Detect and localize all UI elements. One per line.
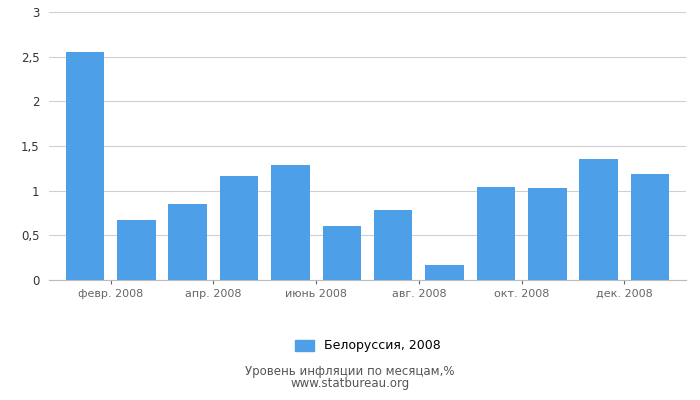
Bar: [66, 52, 104, 280]
Bar: [169, 204, 207, 280]
Bar: [528, 188, 566, 280]
Bar: [374, 210, 412, 280]
Bar: [271, 165, 309, 280]
Bar: [220, 176, 258, 280]
Bar: [580, 158, 618, 280]
Bar: [117, 220, 155, 280]
Text: www.statbureau.org: www.statbureau.org: [290, 378, 410, 390]
Bar: [426, 265, 464, 280]
Text: Уровень инфляции по месяцам,%: Уровень инфляции по месяцам,%: [245, 366, 455, 378]
Bar: [631, 174, 669, 280]
Bar: [323, 226, 361, 280]
Bar: [477, 187, 515, 280]
Legend: Белоруссия, 2008: Белоруссия, 2008: [290, 334, 445, 358]
